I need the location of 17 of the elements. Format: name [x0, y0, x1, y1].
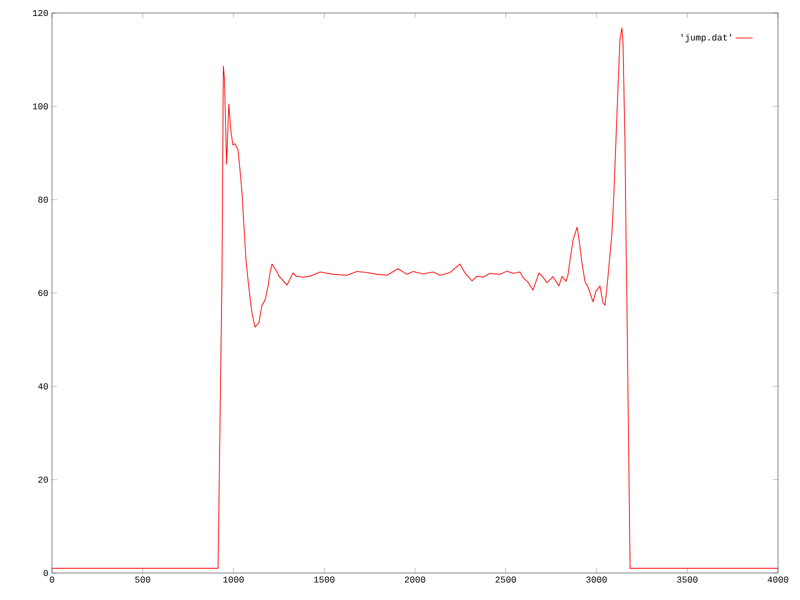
x-tick-label: 3000	[586, 576, 607, 583]
x-tick-label: 1000	[223, 576, 244, 583]
x-tick-label: 500	[135, 576, 150, 583]
x-tick-label: 0	[50, 576, 54, 583]
legend-label: 'jump.dat'	[682, 34, 732, 42]
x-tick-label: 2000	[404, 576, 426, 583]
x-tick-label: 1500	[314, 576, 334, 583]
y-tick-label: 80	[38, 196, 48, 203]
x-tick-label: 3500	[677, 576, 698, 583]
y-tick-label: 40	[38, 383, 48, 390]
y-tick-label: 0	[44, 570, 48, 576]
y-tick-label: 60	[38, 290, 48, 296]
y-tick-label: 100	[32, 103, 48, 110]
x-tick-label: 4000	[768, 576, 788, 583]
x-tick-label: 2500	[496, 576, 516, 583]
y-tick-label: 20	[38, 476, 48, 483]
y-tick-label: 120	[32, 10, 48, 16]
